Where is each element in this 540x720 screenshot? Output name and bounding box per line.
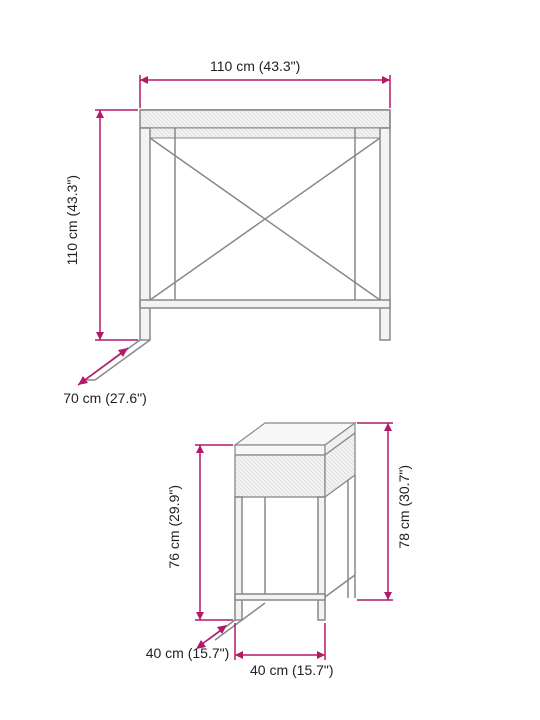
label-table-depth: 70 cm (27.6") xyxy=(50,390,160,406)
label-table-width: 110 cm (43.3") xyxy=(210,58,300,74)
dim-stool-width xyxy=(235,623,325,660)
dim-table-width xyxy=(140,75,390,108)
label-stool-depth: 40 cm (15.7") xyxy=(145,645,230,661)
label-table-height: 110 cm (43.3") xyxy=(64,175,80,265)
diagram-svg xyxy=(0,0,540,720)
label-stool-height-seat: 76 cm (29.9") xyxy=(166,485,182,569)
label-stool-width: 40 cm (15.7") xyxy=(250,662,334,678)
label-stool-height-total: 78 cm (30.7") xyxy=(396,465,412,549)
dim-stool-height-seat xyxy=(195,445,233,620)
stool-drawing xyxy=(208,423,355,640)
dim-stool-height-total xyxy=(357,423,393,600)
dim-table-depth xyxy=(78,348,128,385)
dim-table-height xyxy=(95,110,138,340)
